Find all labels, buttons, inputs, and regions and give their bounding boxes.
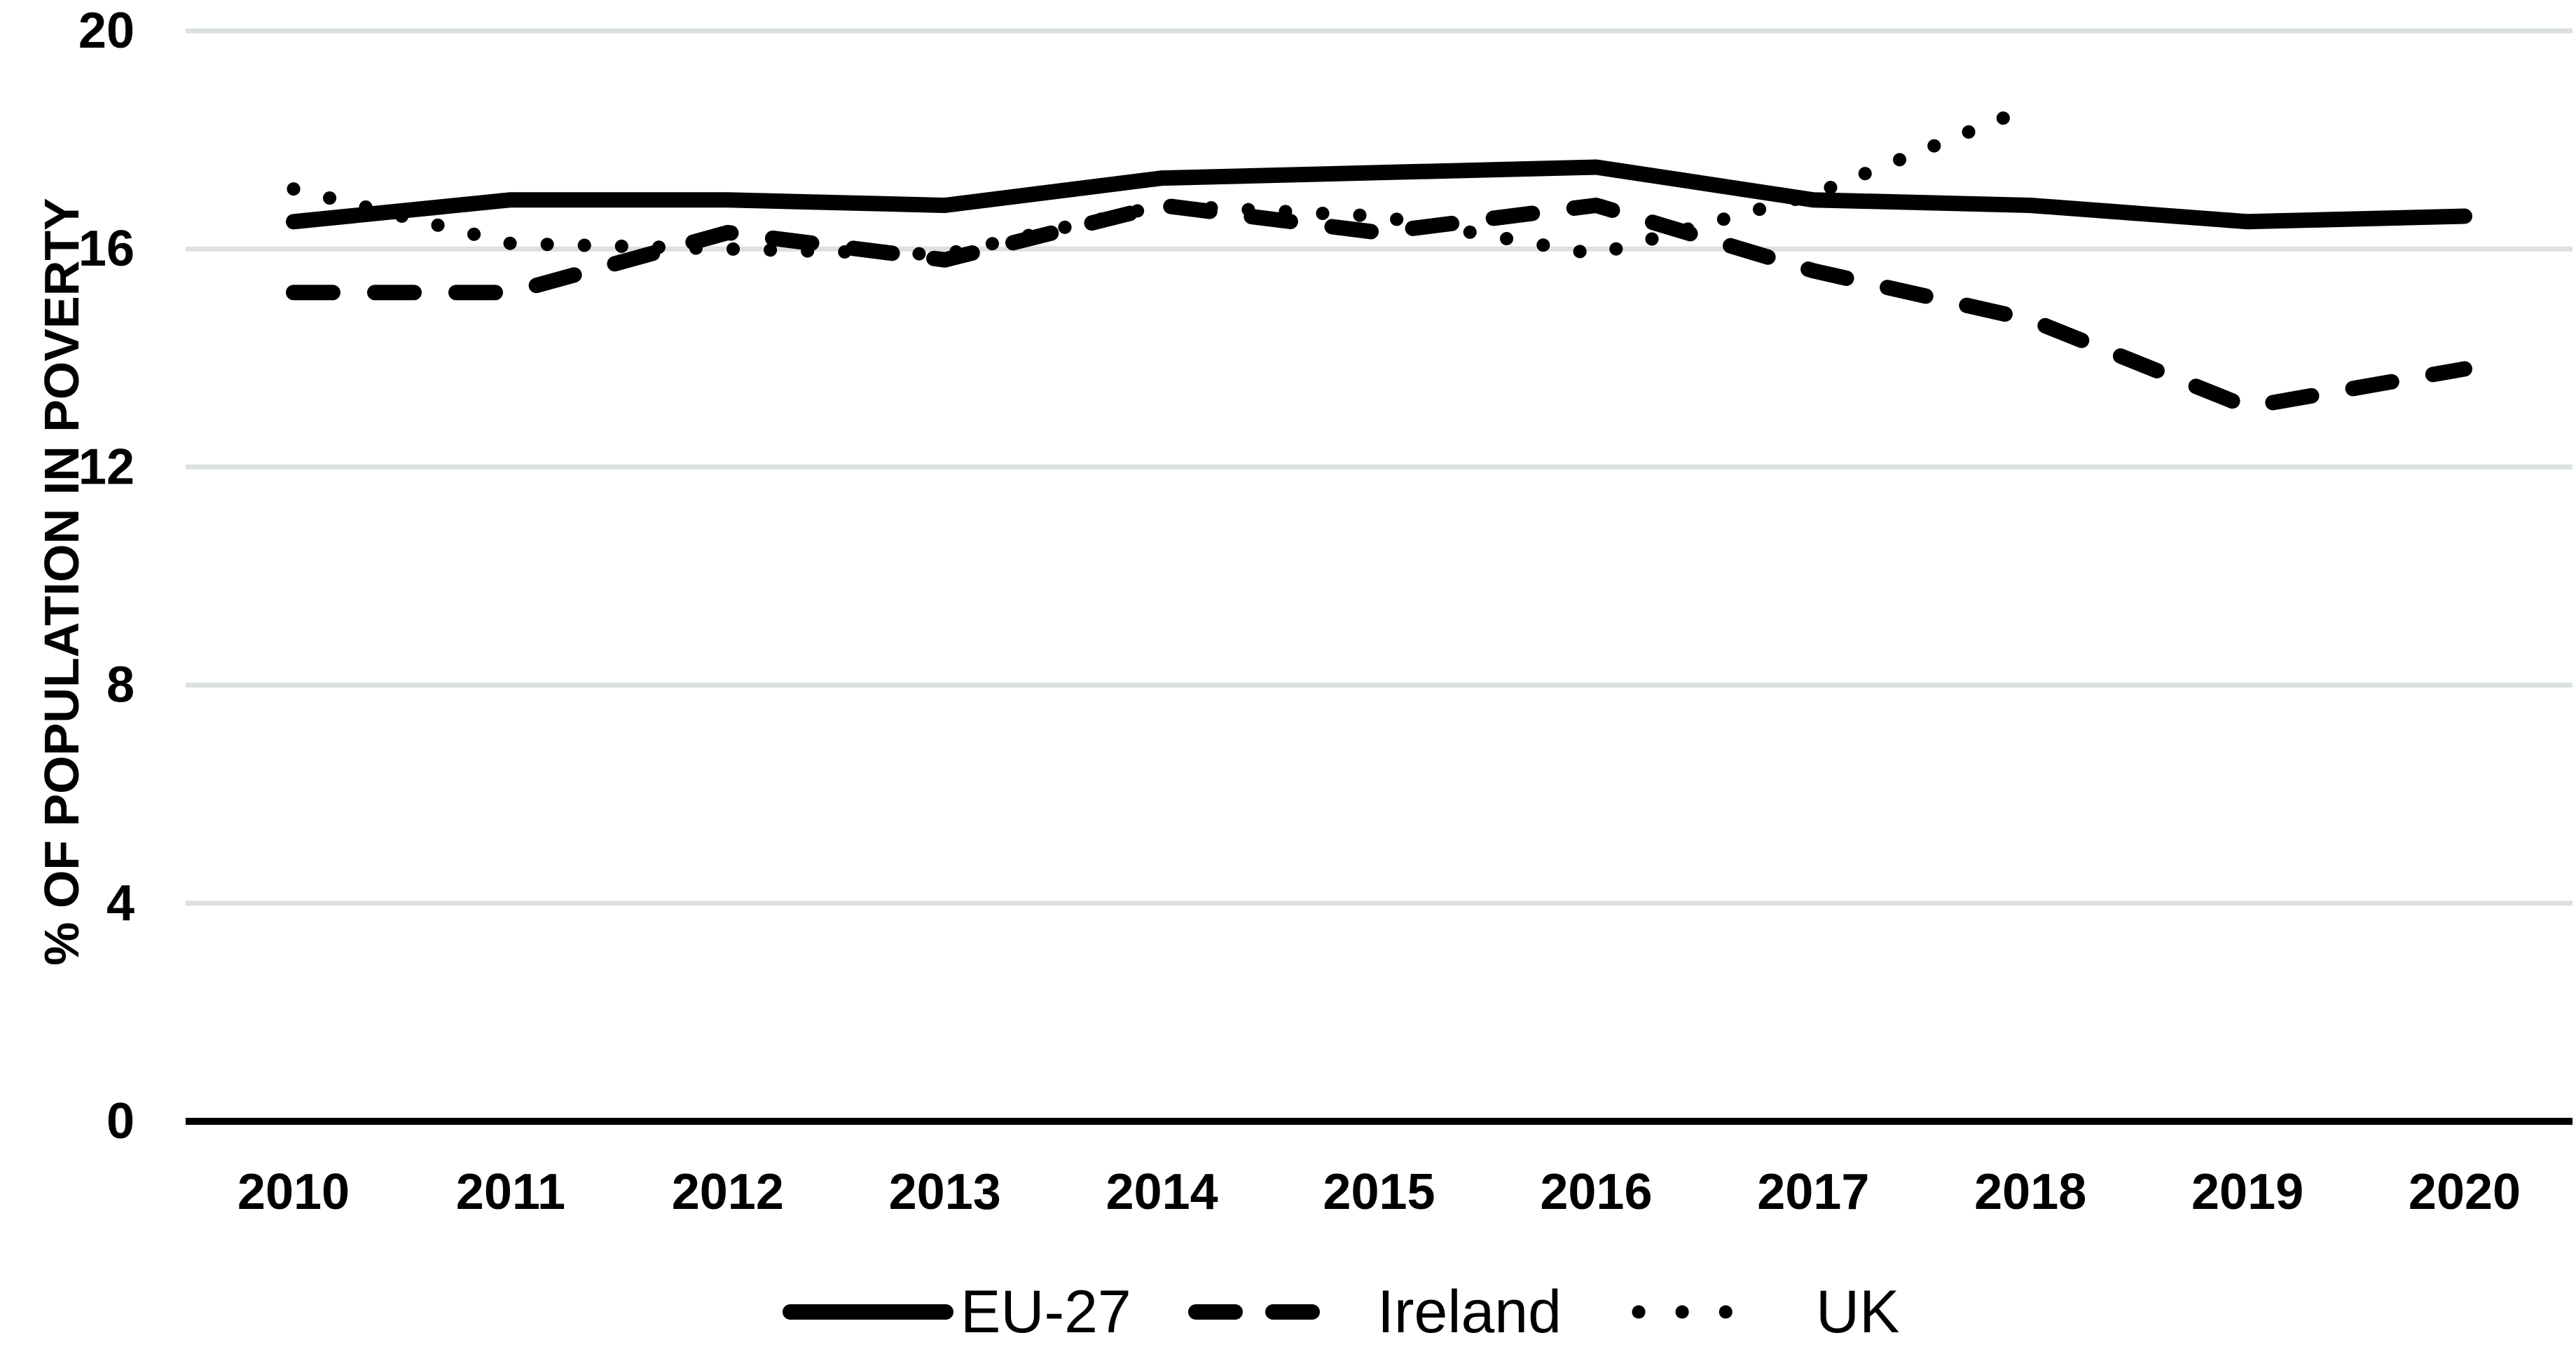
x-tick-label-2016: 2016 [1540,1164,1652,1220]
x-tick-label-2015: 2015 [1323,1164,1435,1220]
legend-item-ireland: Ireland [1188,1278,1562,1346]
legend-label: UK [1816,1278,1899,1346]
y-tick-label-12: 12 [78,439,135,495]
y-tick-label-8: 8 [106,657,135,713]
x-tick-label-2011: 2011 [456,1164,565,1220]
series-line-eu27 [286,159,2472,230]
x-tick-label-2014: 2014 [1106,1164,1218,1220]
legend-item-eu27: EU-27 [783,1278,1131,1346]
y-axis-title: % OF POPULATION IN POVERTY [34,198,89,965]
x-tick-label-2010: 2010 [237,1164,350,1220]
legend-label: Ireland [1377,1278,1562,1346]
y-tick-label-4: 4 [106,875,135,931]
y-tick-label-0: 0 [106,1093,135,1149]
series-line-ireland [286,198,2472,415]
x-tick-label-2020: 2020 [2409,1164,2521,1220]
y-tick-label-16: 16 [78,221,135,277]
x-tick-label-2013: 2013 [889,1164,1001,1220]
x-tick-label-2018: 2018 [1974,1164,2086,1220]
x-tick-label-2017: 2017 [1757,1164,1869,1220]
legend-item-uk: UK [1632,1278,1899,1346]
legend-label: EU-27 [960,1278,1131,1346]
x-tick-label-2012: 2012 [672,1164,784,1220]
x-tick-label-2019: 2019 [2191,1164,2303,1220]
series-line-uk [287,100,2037,261]
y-tick-label-20: 20 [78,3,135,59]
